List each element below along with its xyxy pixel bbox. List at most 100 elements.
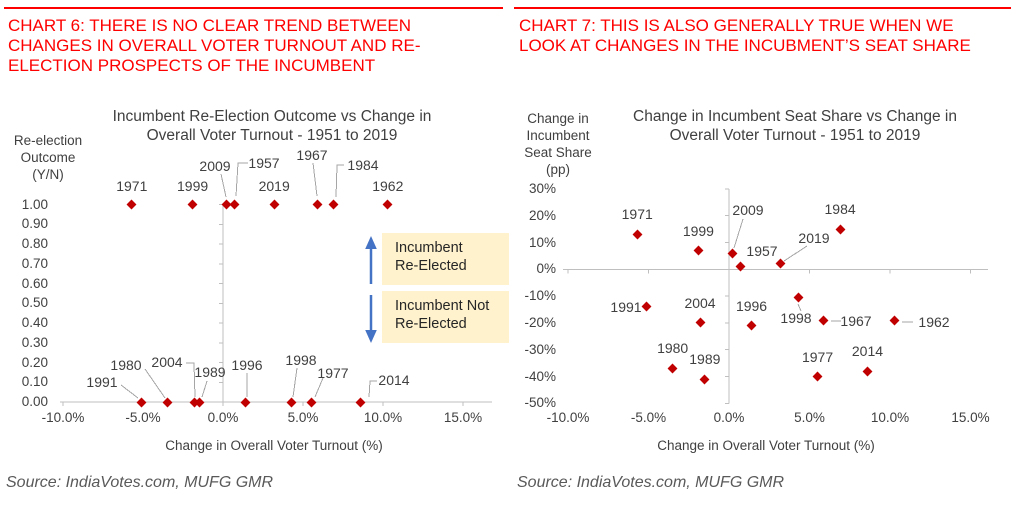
data-point-year-label: 2009 [732,202,764,218]
data-point-marker [699,374,710,385]
label-leader-line [312,162,318,197]
data-point-year-label: 1996 [231,357,263,373]
y-tick-label: 0.90 [21,216,48,232]
data-point-marker [812,371,823,382]
data-point-year-label: 1962 [918,314,950,330]
chart7-y-axis-title-line: Incumbent [526,128,590,143]
data-point-year-label: 1998 [780,310,812,326]
data-point-marker [793,292,804,303]
y-tick-label: 0.20 [21,354,48,370]
data-point-marker [862,366,873,377]
annotation-text-line: Re-Elected [395,315,467,332]
data-point-marker [819,315,829,326]
data-point-year-label: 1998 [285,352,317,368]
data-point-year-label: 2019 [258,177,290,194]
y-tick-label: 0% [536,261,556,277]
label-leader-line [235,162,248,197]
chart7-y-axis-title-line: (pp) [545,162,570,177]
chart7-title: Change in Incumbent Seat Share vs Change… [585,107,1005,145]
annotation-box-not-reelected: Incumbent Not Re-Elected [382,291,509,343]
chart6-title-line-2: Overall Voter Turnout - 1951 to 2019 [146,127,398,144]
data-point-marker [835,224,846,235]
chart7-y-axis-title-line: Change in [527,111,589,126]
data-point-marker [269,199,280,210]
data-point-marker [889,315,900,326]
data-point-marker [126,199,137,210]
data-point-marker [328,199,339,210]
annotation-text-line: Re-Elected [395,257,467,274]
label-leader-line [368,380,377,398]
chart6-y-axis-title-line: (Y/N) [32,167,64,182]
data-point-year-label: 1991 [610,299,642,315]
y-tick-label: 20% [528,207,556,223]
x-tick-label: 10.0% [870,410,910,425]
y-tick-label: 0.80 [21,236,48,252]
data-point-marker [162,397,172,407]
y-tick-label: -30% [524,341,556,357]
chart6-heading: CHART 6: THERE IS NO CLEAR TREND BETWEEN… [8,16,420,76]
x-tick-label: 0.0% [713,410,745,425]
data-point-year-label: 1991 [86,374,118,390]
chart6-heading-line-3: ELECTION PROSPECTS OF THE INCUMBENT [8,56,376,75]
data-point-year-label: 1962 [372,177,404,194]
data-point-year-label: 1996 [735,297,768,314]
data-point-marker [240,397,251,407]
chart7-heading: CHART 7: THIS IS ALSO GENERALLY TRUE WHE… [519,16,971,56]
data-point-marker [667,363,678,374]
data-point-marker [632,229,643,240]
annotation-box-reelected: Incumbent Re-Elected [382,233,509,285]
chart6-title-line-1: Incumbent Re-Election Outcome vs Change … [112,108,432,125]
data-point-year-label: 1971 [621,206,653,223]
data-point-marker [382,199,393,210]
up-arrow-icon [365,236,377,284]
x-tick-label: -5.0% [125,410,161,425]
data-point-year-label: 1999 [682,222,714,239]
data-point-year-label: 1957 [746,243,778,259]
annotation-text-line: Incumbent Not [395,298,490,314]
chart6-y-axis-title-line: Re-election [13,133,83,148]
label-leader-line [144,368,166,399]
left-divider-rule [4,7,503,9]
x-tick-label: -5.0% [630,410,667,425]
y-tick-label: 0.10 [21,374,48,390]
chart6-heading-line-2: CHANGES IN OVERALL VOTER TURNOUT AND RE- [8,36,421,55]
data-point-marker [136,397,147,407]
x-tick-label: 0.0% [207,410,239,425]
data-point-year-label: 1984 [824,201,856,218]
chart6-source: Source: IndiaVotes.com, MUFG GMR [6,474,274,491]
label-leader-line [201,380,208,398]
x-tick-label: 5.0% [287,410,319,425]
x-tick-label: 10.0% [363,410,403,425]
data-point-marker [727,248,738,259]
data-point-marker [355,397,366,407]
y-tick-label: -10% [524,288,556,304]
data-point-marker [229,199,240,210]
y-tick-label: -40% [524,368,556,384]
y-tick-label: 0.50 [21,295,48,311]
data-point-year-label: 1989 [194,364,226,380]
data-point-year-label: 1989 [689,351,721,368]
data-point-year-label: 2009 [199,158,231,174]
chart6-y-axis-title-line: Outcome [20,150,76,165]
data-point-year-label: 1977 [801,348,834,365]
data-point-year-label: 2004 [684,294,716,311]
data-point-year-label: 1977 [317,365,349,381]
chart6-heading-line-1: CHART 6: THERE IS NO CLEAR TREND BETWEEN [8,16,412,35]
label-leader-line [292,367,298,398]
x-tick-label: 5.0% [794,410,825,425]
y-tick-label: 0.70 [21,255,48,271]
data-point-marker [187,199,198,210]
data-point-year-label: 1957 [248,155,280,171]
chart7-y-axis-title-line: Seat Share [524,145,592,160]
y-tick-label: -50% [524,395,556,411]
data-point-marker [641,301,652,312]
data-point-year-label: 2019 [798,230,830,246]
data-point-year-label: 2014 [378,372,410,388]
data-point-year-label: 2014 [851,343,884,360]
data-point-marker [693,245,704,256]
chart6-title: Incumbent Re-Election Outcome vs Change … [56,107,488,145]
data-point-marker [695,317,705,328]
y-tick-label: 0.30 [21,334,48,350]
